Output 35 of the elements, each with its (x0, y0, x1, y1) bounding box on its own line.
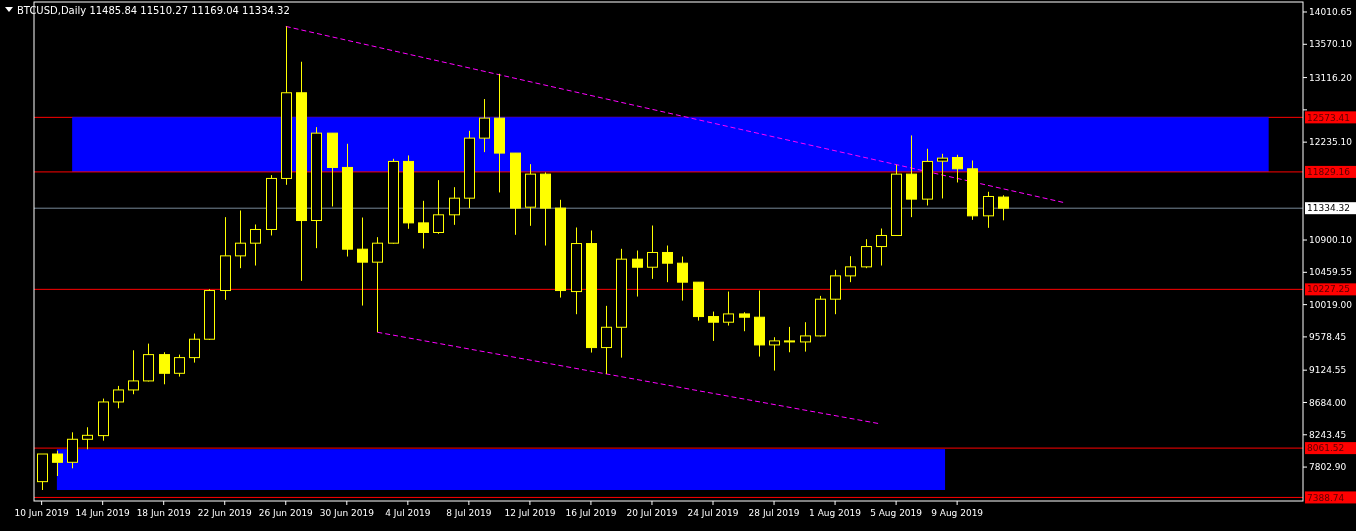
x-tick-label: 22 Jun 2019 (197, 508, 253, 518)
y-tick-label: 12235.10 (1309, 137, 1353, 148)
x-tick-label: 9 Aug 2019 (931, 508, 984, 518)
x-tick-label: 5 Aug 2019 (870, 508, 923, 518)
x-tick-label: 10 Jun 2019 (14, 508, 69, 518)
x-tick-label: 16 Jul 2019 (565, 508, 617, 518)
y-tick-label: 9578.45 (1309, 332, 1347, 343)
ref-line-label: 12573.41 (1307, 112, 1350, 123)
x-tick-label: 24 Jul 2019 (687, 508, 739, 518)
ref-line-label: 10227.25 (1307, 284, 1350, 295)
y-tick-label: 14010.65 (1309, 7, 1352, 18)
x-tick-label: 20 Jul 2019 (626, 508, 678, 518)
ref-line-label: 8061.52 (1307, 443, 1345, 454)
x-tick-label: 12 Jul 2019 (504, 508, 556, 518)
y-tick-label: 8243.45 (1309, 429, 1347, 440)
x-tick-label: 26 Jun 2019 (258, 508, 314, 518)
ref-line-label: 11829.16 (1307, 167, 1351, 178)
x-tick-label: 8 Jul 2019 (446, 508, 492, 518)
y-tick-label: 8684.00 (1309, 397, 1347, 408)
ref-line-label: 11334.32 (1307, 203, 1350, 214)
x-tick-label: 1 Aug 2019 (809, 508, 862, 518)
y-tick-label: 9124.55 (1309, 365, 1347, 376)
x-tick-label: 18 Jun 2019 (136, 508, 192, 518)
y-tick-label: 13116.20 (1309, 72, 1353, 83)
y-tick-label: 10459.55 (1309, 267, 1352, 278)
x-tick-label: 30 Jun 2019 (319, 508, 375, 518)
chart-title: BTCUSD,Daily 11485.84 11510.27 11169.04 11334.32 (17, 5, 290, 16)
y-tick-label: 10019.00 (1309, 299, 1353, 310)
y-tick-label: 10900.10 (1309, 235, 1353, 246)
ref-line-label: 7388.74 (1307, 492, 1345, 503)
x-tick-label: 4 Jul 2019 (385, 508, 431, 518)
x-tick-label: 28 Jul 2019 (748, 508, 800, 518)
y-tick-label: 13570.10 (1309, 39, 1353, 50)
x-tick-label: 14 Jun 2019 (75, 508, 131, 518)
y-tick-label: 7802.90 (1309, 462, 1347, 473)
